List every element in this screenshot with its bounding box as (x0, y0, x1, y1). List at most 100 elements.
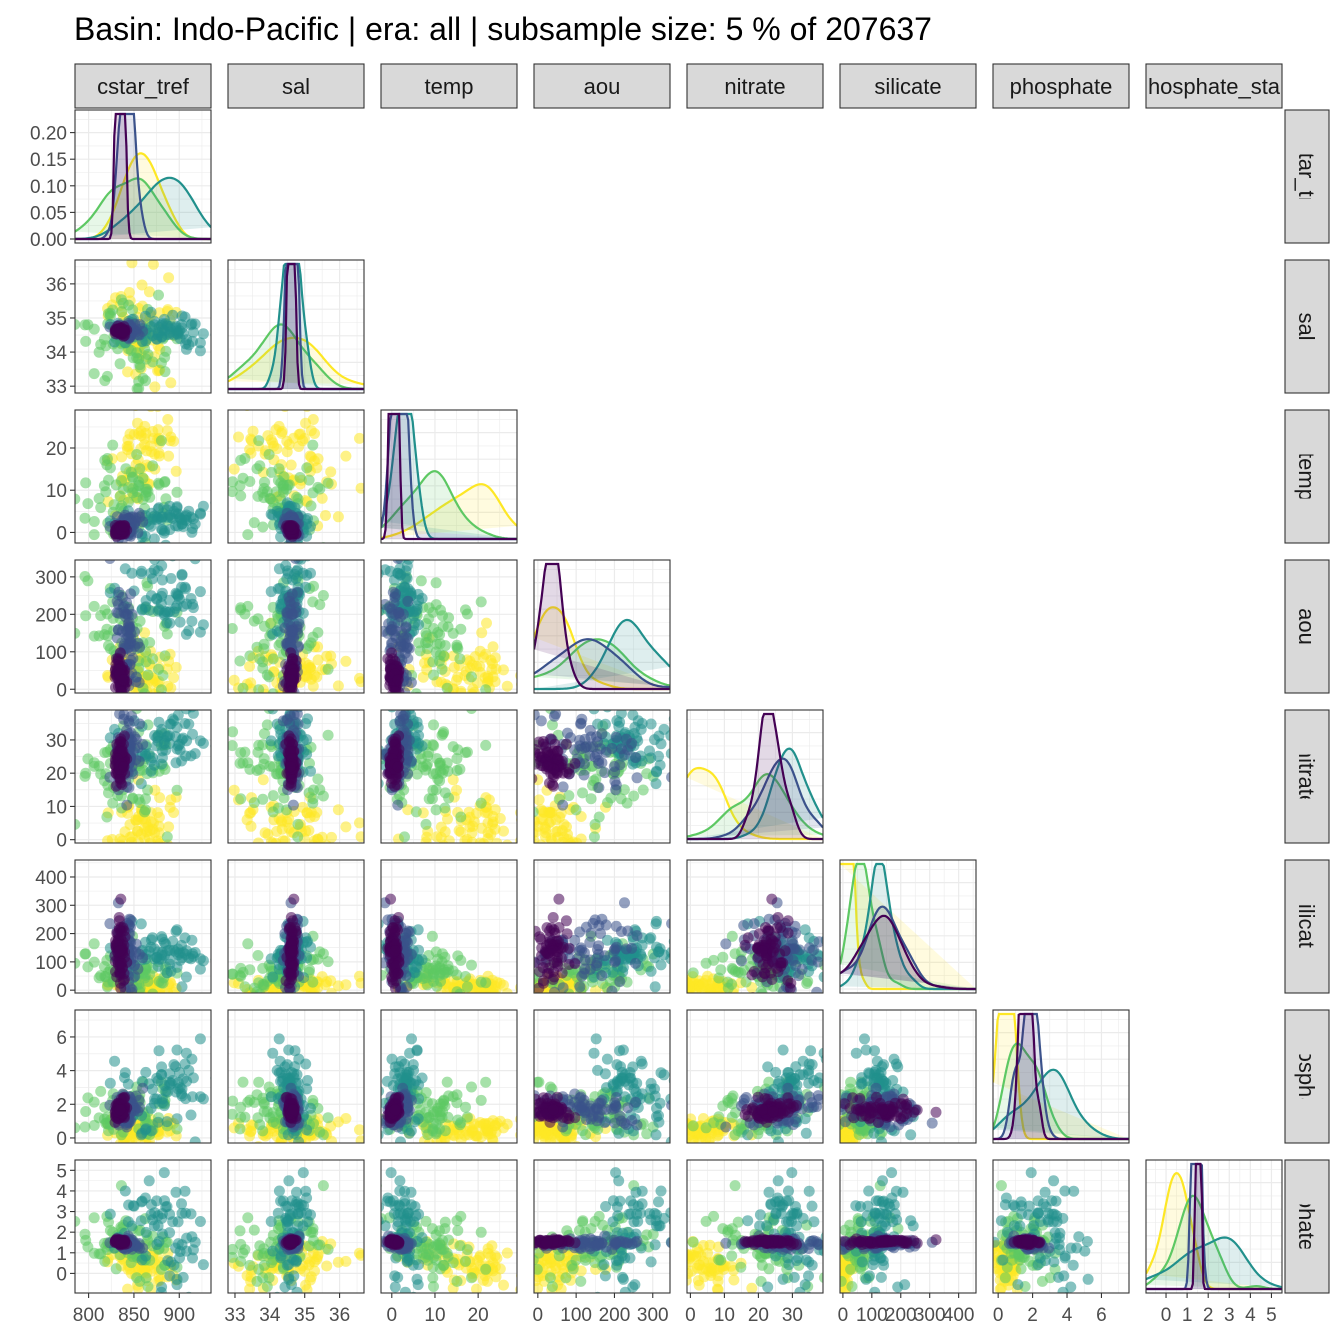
scatter-point (381, 919, 384, 929)
column-strip-phosphate: phosphate (992, 63, 1130, 109)
scatter-point (588, 831, 600, 843)
scatter-point (130, 671, 142, 683)
scatter-point (210, 595, 211, 602)
panel-border (74, 559, 212, 694)
scatter-point (130, 733, 142, 745)
scatter-point (264, 760, 276, 772)
row-strip-phosphate_star: hosphate_sta (1284, 1159, 1330, 1294)
scatter-point (438, 997, 449, 1008)
scatter-point (117, 297, 129, 309)
scatter-point (354, 432, 364, 444)
scatter-point (436, 663, 448, 675)
scatter-point (235, 604, 247, 616)
scatter-point (88, 938, 100, 950)
scatter-point (93, 346, 105, 358)
scatter-point (460, 971, 471, 982)
scatter-point (165, 794, 177, 806)
scatter-point (307, 631, 319, 643)
scatter-point (133, 428, 145, 439)
scatter-point (602, 710, 612, 713)
panel-sal-vs-sal (227, 259, 365, 394)
scatter-point (147, 460, 159, 472)
scatter-point (557, 781, 569, 793)
scatter-point (263, 449, 275, 460)
scatter-point (466, 959, 477, 971)
scatter-point (322, 729, 334, 741)
scatter-point (93, 493, 105, 504)
scatter-point (104, 918, 116, 930)
row-strip-label: sal (1294, 312, 1319, 340)
y-tick-label: 20 (46, 764, 67, 785)
panel-border (533, 709, 671, 844)
scatter-point (159, 325, 170, 337)
scatter-point (165, 377, 177, 389)
scatter-point (674, 744, 685, 755)
scatter-point (421, 760, 432, 772)
row-strip-label: temp (1294, 452, 1319, 501)
y-tick-label: 0.10 (30, 177, 67, 198)
scatter-point (394, 790, 406, 802)
scatter-point (574, 740, 586, 752)
scatter-point (148, 533, 160, 543)
scatter-point (292, 831, 304, 843)
scatter-point (144, 837, 156, 843)
scatter-point (228, 663, 229, 667)
scatter-point (118, 520, 130, 532)
scatter-point (139, 310, 151, 322)
scatter-point (125, 466, 137, 478)
row-strip-nitrate: nitrate (1284, 709, 1330, 844)
scatter-point (546, 719, 558, 731)
scatter-point (383, 618, 395, 630)
scatter-point (578, 769, 590, 781)
scatter-point (136, 279, 148, 291)
panel-border (74, 859, 212, 994)
scatter-point (152, 565, 164, 577)
scatter-point (395, 638, 407, 650)
scatter-point (534, 794, 545, 806)
scatter-point (300, 848, 311, 859)
scatter-point (129, 843, 140, 854)
scatter-point (461, 981, 473, 993)
scatter-point (149, 953, 161, 965)
scatter-point (246, 697, 257, 708)
scatter-point (304, 964, 315, 976)
panel-marks (75, 710, 211, 854)
panel-border (227, 859, 365, 994)
scatter-point (609, 766, 621, 778)
scatter-point (79, 770, 91, 782)
scatter-point (555, 807, 567, 819)
row-strip-label: cstar_tref (1294, 131, 1319, 224)
panel-border (227, 259, 365, 394)
scatter-point (303, 659, 315, 671)
scatter-point (501, 987, 513, 993)
scatter-point (155, 684, 167, 693)
scatter-point (93, 760, 105, 772)
scatter-point (157, 669, 169, 681)
panel-grid-lines (228, 860, 364, 993)
y-tick-label: 400 (35, 868, 67, 889)
scatter-point (134, 319, 146, 330)
scatter-point (516, 768, 527, 779)
scatter-point (287, 799, 299, 811)
scatter-point (100, 486, 112, 498)
scatter-point (185, 593, 197, 604)
scatter-point (312, 453, 324, 465)
panel-border (227, 409, 365, 544)
scatter-point (158, 313, 170, 325)
scatter-point (123, 546, 134, 557)
scatter-point (176, 981, 188, 993)
scatter-point (134, 511, 146, 523)
panel-border (74, 709, 212, 844)
scatter-point (443, 835, 455, 843)
scatter-point (122, 366, 134, 378)
scatter-point (186, 934, 198, 946)
scatter-point (265, 434, 277, 446)
scatter-point (100, 700, 111, 711)
y-tick-label: 0 (56, 523, 67, 544)
scatter-point (82, 753, 94, 765)
column-strip-sal: sal (227, 63, 365, 109)
scatter-point (228, 463, 240, 475)
scatter-point (258, 482, 270, 494)
scatter-point (621, 797, 633, 809)
